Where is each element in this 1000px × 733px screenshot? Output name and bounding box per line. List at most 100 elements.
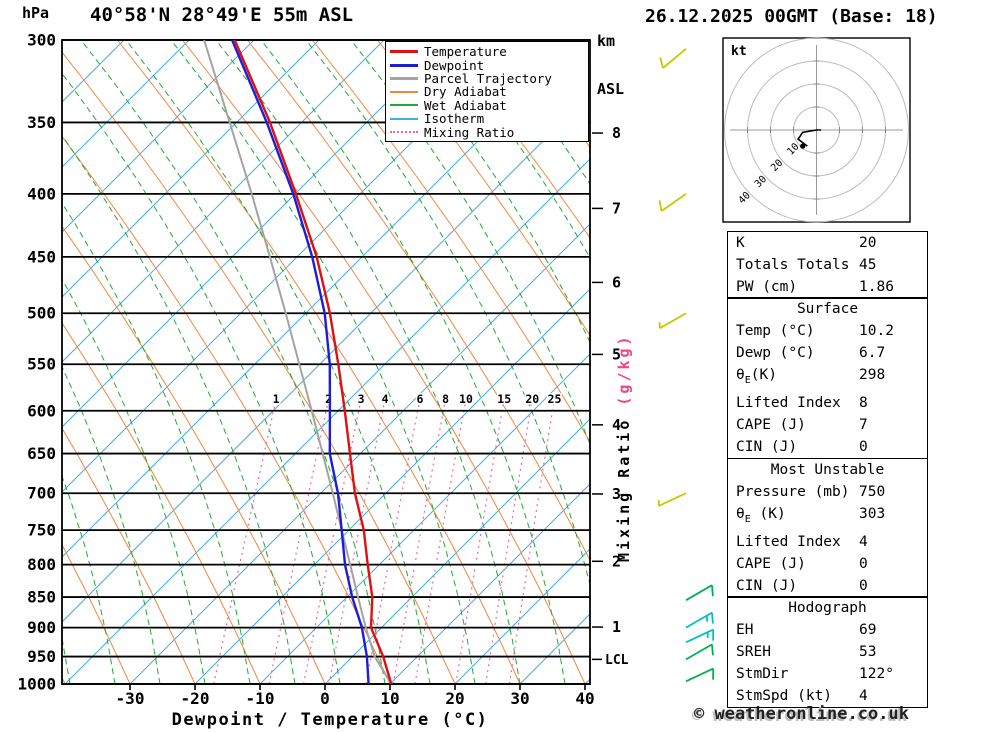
km-tick-label: 8 — [612, 124, 621, 142]
km-tick-label: 3 — [612, 485, 621, 503]
temp-tick-label: 0 — [320, 689, 330, 708]
stat-row: θE (K) 303 — [728, 503, 927, 531]
stat-label: EH — [736, 622, 754, 638]
mixing-ratio-value-label: 10 — [459, 392, 473, 406]
isotherm-line — [62, 40, 515, 493]
wet-adiabat-line — [62, 365, 161, 684]
mixing-ratio-value-label: 6 — [416, 392, 423, 406]
wind-barb-staff — [685, 611, 713, 629]
legend-label: Dry Adiabat — [424, 84, 507, 100]
stat-value: 1.86 — [859, 279, 894, 295]
mixing-ratio-value-label: 1 — [273, 392, 280, 406]
pressure-tick-label: 400 — [27, 184, 56, 203]
wind-barb-staff — [660, 193, 687, 212]
legend-label: Mixing Ratio — [424, 124, 515, 140]
stat-row: Lifted Index 4 — [728, 531, 927, 553]
stat-label: StmDir — [736, 666, 789, 682]
isotherm-line — [389, 483, 590, 684]
temp-tick-label: 10 — [380, 689, 399, 708]
stat-value: 69 — [859, 622, 877, 638]
legend-line-sample — [390, 63, 418, 67]
dry-adiabat-line — [62, 543, 131, 684]
legend-label: Parcel Trajectory — [424, 70, 552, 86]
isotherm-line — [62, 93, 590, 623]
stats-section: Hodograph EH 69 SREH 53 StmDir 122° StmSpd (kt)… — [727, 596, 928, 708]
stat-row: Pressure (mb) 750 — [728, 481, 927, 503]
dry-adiabat-line — [62, 321, 261, 684]
stat-label: K — [736, 235, 745, 251]
stat-value: 53 — [859, 644, 877, 660]
pressure-tick-label: 550 — [27, 355, 56, 374]
legend-label: Dewpoint — [424, 57, 485, 73]
pressure-tick-label: 750 — [27, 521, 56, 540]
stat-value: 0 — [859, 439, 868, 456]
pressure-tick-label: 650 — [27, 444, 56, 463]
stat-value: 8 — [859, 395, 868, 412]
pressure-tick-label: 800 — [27, 555, 56, 574]
wind-barb-halfflag — [705, 615, 709, 622]
stat-row: Temp (°C) 10.2 — [728, 320, 927, 342]
km-tick-label: 5 — [612, 345, 621, 363]
km-unit: km — [597, 32, 616, 50]
lcl-label: LCL — [605, 653, 629, 668]
stat-label: Dewp (°C) — [736, 345, 815, 362]
stat-row: PW (cm) 1.86 — [728, 276, 927, 298]
legend-line-sample — [390, 76, 418, 80]
stat-label: CIN (J) — [736, 577, 798, 594]
isotherm-line — [259, 353, 590, 684]
hodograph-trace — [797, 129, 822, 147]
temp-tick-label: 40 — [575, 689, 594, 708]
stat-value: 0 — [859, 555, 868, 572]
pressure-tick-label: 700 — [27, 484, 56, 503]
plot-border — [61, 39, 591, 685]
background-lines: 1 2 3 4 6 8 10 15 20 25 — [62, 40, 590, 684]
run-title: 26.12.2025 00GMT (Base: 18) — [645, 6, 938, 27]
parcel-curve — [203, 40, 393, 684]
stat-row: Lifted Index 8 — [728, 392, 927, 414]
stat-value: 10.2 — [859, 323, 894, 340]
wind-barb-column — [657, 48, 715, 683]
wind-barb-flag — [711, 644, 714, 656]
stat-row: Totals Totals 45 — [728, 254, 927, 276]
pressure-tick-label: 950 — [27, 647, 56, 666]
copyright: © weatheronline.co.uk — [694, 704, 909, 724]
wind-barb-staff — [662, 48, 687, 69]
isotherm-line — [64, 158, 590, 684]
isotherm-line — [454, 548, 590, 684]
wind-barb-staff — [659, 312, 687, 329]
sounding-curves — [203, 40, 393, 684]
mixing-ratio-value-label: 2 — [325, 392, 332, 406]
stat-value: 45 — [859, 257, 877, 273]
svg-text:Mixing Ratio (g/kg): Mixing Ratio (g/kg) — [615, 333, 633, 562]
stat-row: EH 69 — [728, 619, 927, 641]
legend-label: Temperature — [424, 44, 507, 60]
chart-legend: Temperature Dewpoint Parcel Trajectory Dry … — [385, 41, 589, 142]
storm-motion-dot — [800, 143, 806, 149]
mixing-ratio-value-label: 15 — [497, 392, 511, 406]
mixing-ratio-line — [392, 403, 446, 684]
legend-line-sample — [390, 50, 418, 54]
wind-barb-flag — [711, 612, 714, 624]
stat-label: Lifted Index — [736, 533, 841, 550]
dry-adiabat-line — [182, 40, 586, 684]
hodograph-unit-label: kt — [731, 44, 747, 59]
stat-value: 6.7 — [859, 345, 886, 362]
km-tick-label: 4 — [612, 416, 621, 434]
stats-section-header: Surface — [796, 301, 859, 318]
legend-item: Isotherm — [390, 112, 588, 125]
pressure-tick-label: 500 — [27, 304, 56, 323]
stat-label: StmSpd (kt) — [736, 688, 833, 704]
pressure-grid: 300 350 400 450 500 550 600 650 700 750 800 850 900 9… — [17, 31, 591, 694]
stat-value: 0 — [859, 577, 868, 594]
stat-label: Lifted Index — [736, 395, 841, 412]
stat-value: 750 — [859, 483, 886, 500]
stat-label: PW (cm) — [736, 279, 798, 295]
km-axis: 1 2 3 4 5 6 7 8 LCL — [592, 124, 629, 668]
pressure-tick-label: 300 — [27, 31, 56, 50]
stat-row: CAPE (J) 0 — [728, 553, 927, 575]
wind-barb-flag — [711, 585, 714, 597]
temp-axis: -30 -20 -10 0 10 20 30 40 Dewpoint / Temperature… — [116, 684, 595, 730]
station-title: 40°58'N 28°49'E 55m ASL — [90, 4, 354, 26]
stat-label: CIN (J) — [736, 439, 798, 456]
